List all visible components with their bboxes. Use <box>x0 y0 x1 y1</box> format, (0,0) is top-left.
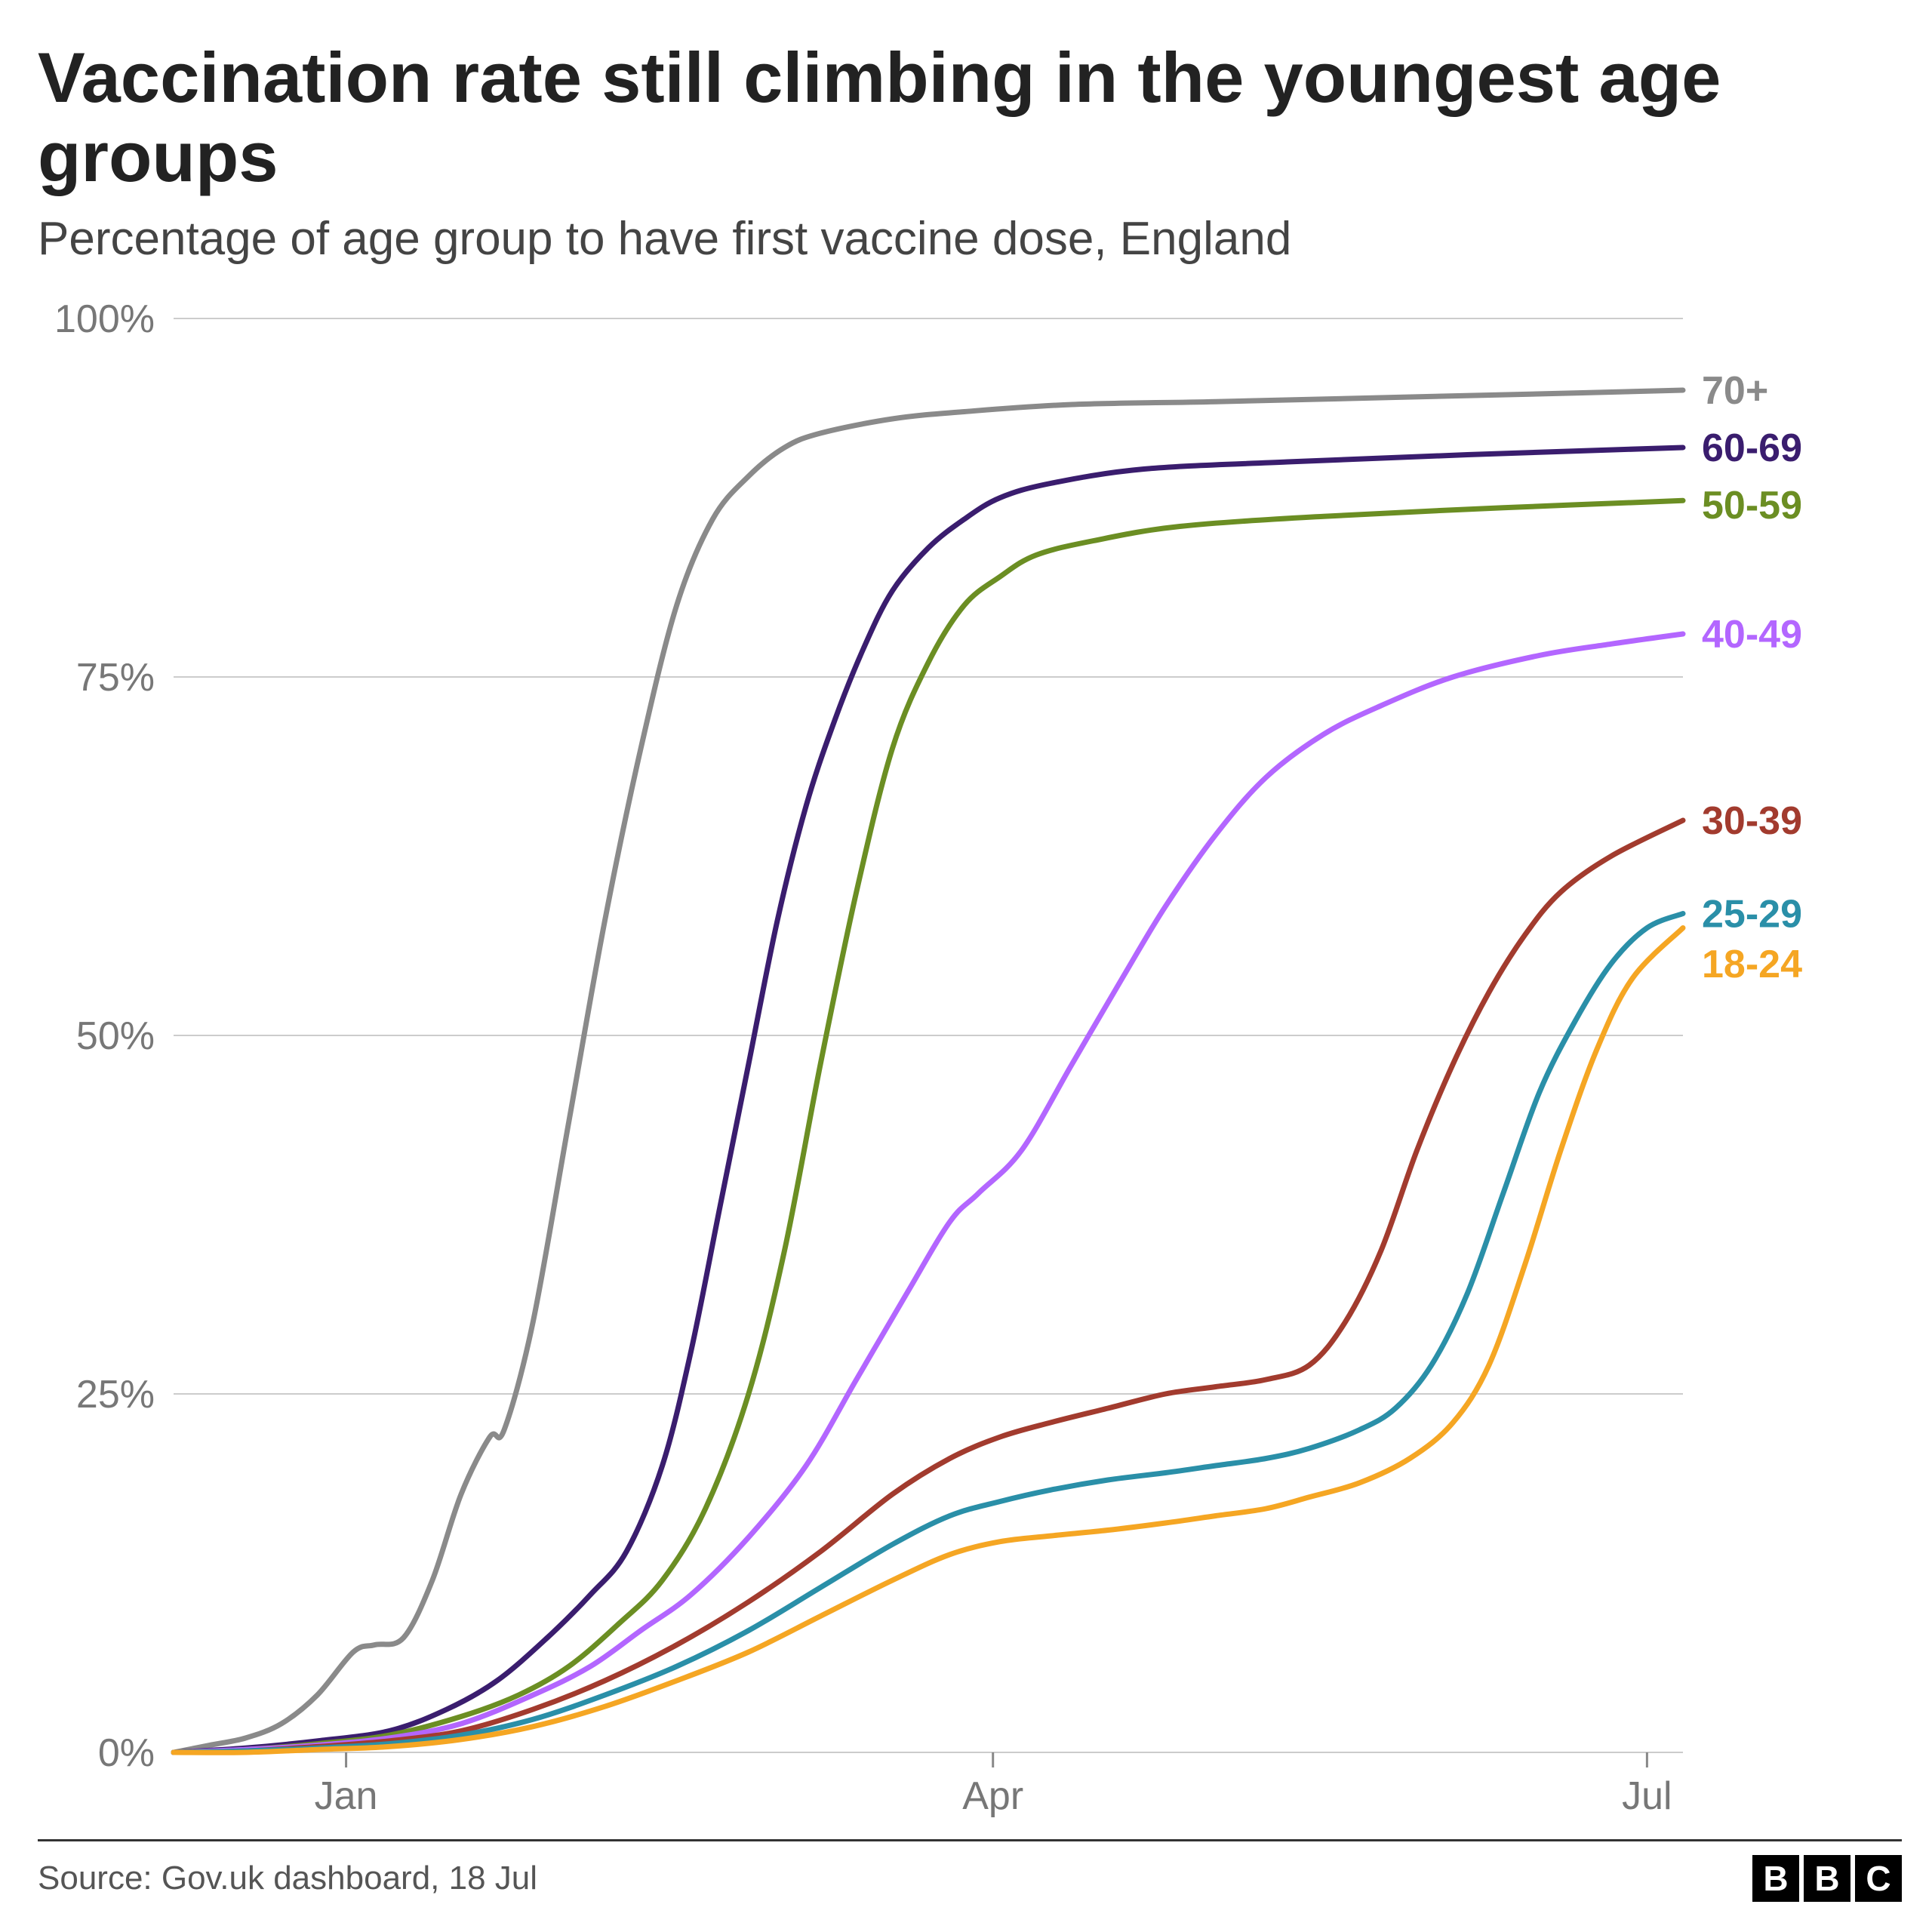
bbc-block: B <box>1804 1855 1850 1902</box>
line-chart-svg: 0% 25% 50% 75% 100% Jan Apr Jul 70+ 60-69 50-59 40-… <box>38 296 1902 1843</box>
x-axis-label: Apr <box>962 1774 1023 1818</box>
series-label: 30-39 <box>1702 799 1802 843</box>
y-axis-label: 50% <box>76 1014 155 1058</box>
series-line <box>174 448 1683 1752</box>
chart-subtitle: Percentage of age group to have first va… <box>38 212 1902 266</box>
series-label: 18-24 <box>1702 943 1802 986</box>
source-text: Source: Gov.uk dashboard, 18 Jul <box>38 1860 537 1897</box>
series-line <box>174 634 1683 1752</box>
series-line <box>174 390 1683 1752</box>
y-axis-label: 25% <box>76 1373 155 1417</box>
bbc-logo: BBC <box>1752 1855 1902 1902</box>
series-label: 70+ <box>1702 369 1768 413</box>
bbc-block: B <box>1752 1855 1799 1902</box>
bbc-block: C <box>1855 1855 1902 1902</box>
series-label: 40-49 <box>1702 613 1802 657</box>
series-line <box>174 913 1683 1752</box>
x-axis-label: Jan <box>315 1774 378 1818</box>
series-label: 50-59 <box>1702 484 1802 528</box>
y-axis-label: 75% <box>76 656 155 700</box>
x-axis-label: Jul <box>1622 1774 1672 1818</box>
series-label: 60-69 <box>1702 426 1802 470</box>
y-axis-label: 0% <box>98 1731 155 1775</box>
series-label: 25-29 <box>1702 892 1802 936</box>
footer: Source: Gov.uk dashboard, 18 Jul BBC <box>38 1839 1902 1902</box>
series-line <box>174 820 1683 1752</box>
chart-area: 0% 25% 50% 75% 100% Jan Apr Jul 70+ 60-69 50-59 40-… <box>38 296 1902 1847</box>
chart-title: Vaccination rate still climbing in the y… <box>38 38 1902 197</box>
y-axis-label: 100% <box>54 297 155 341</box>
